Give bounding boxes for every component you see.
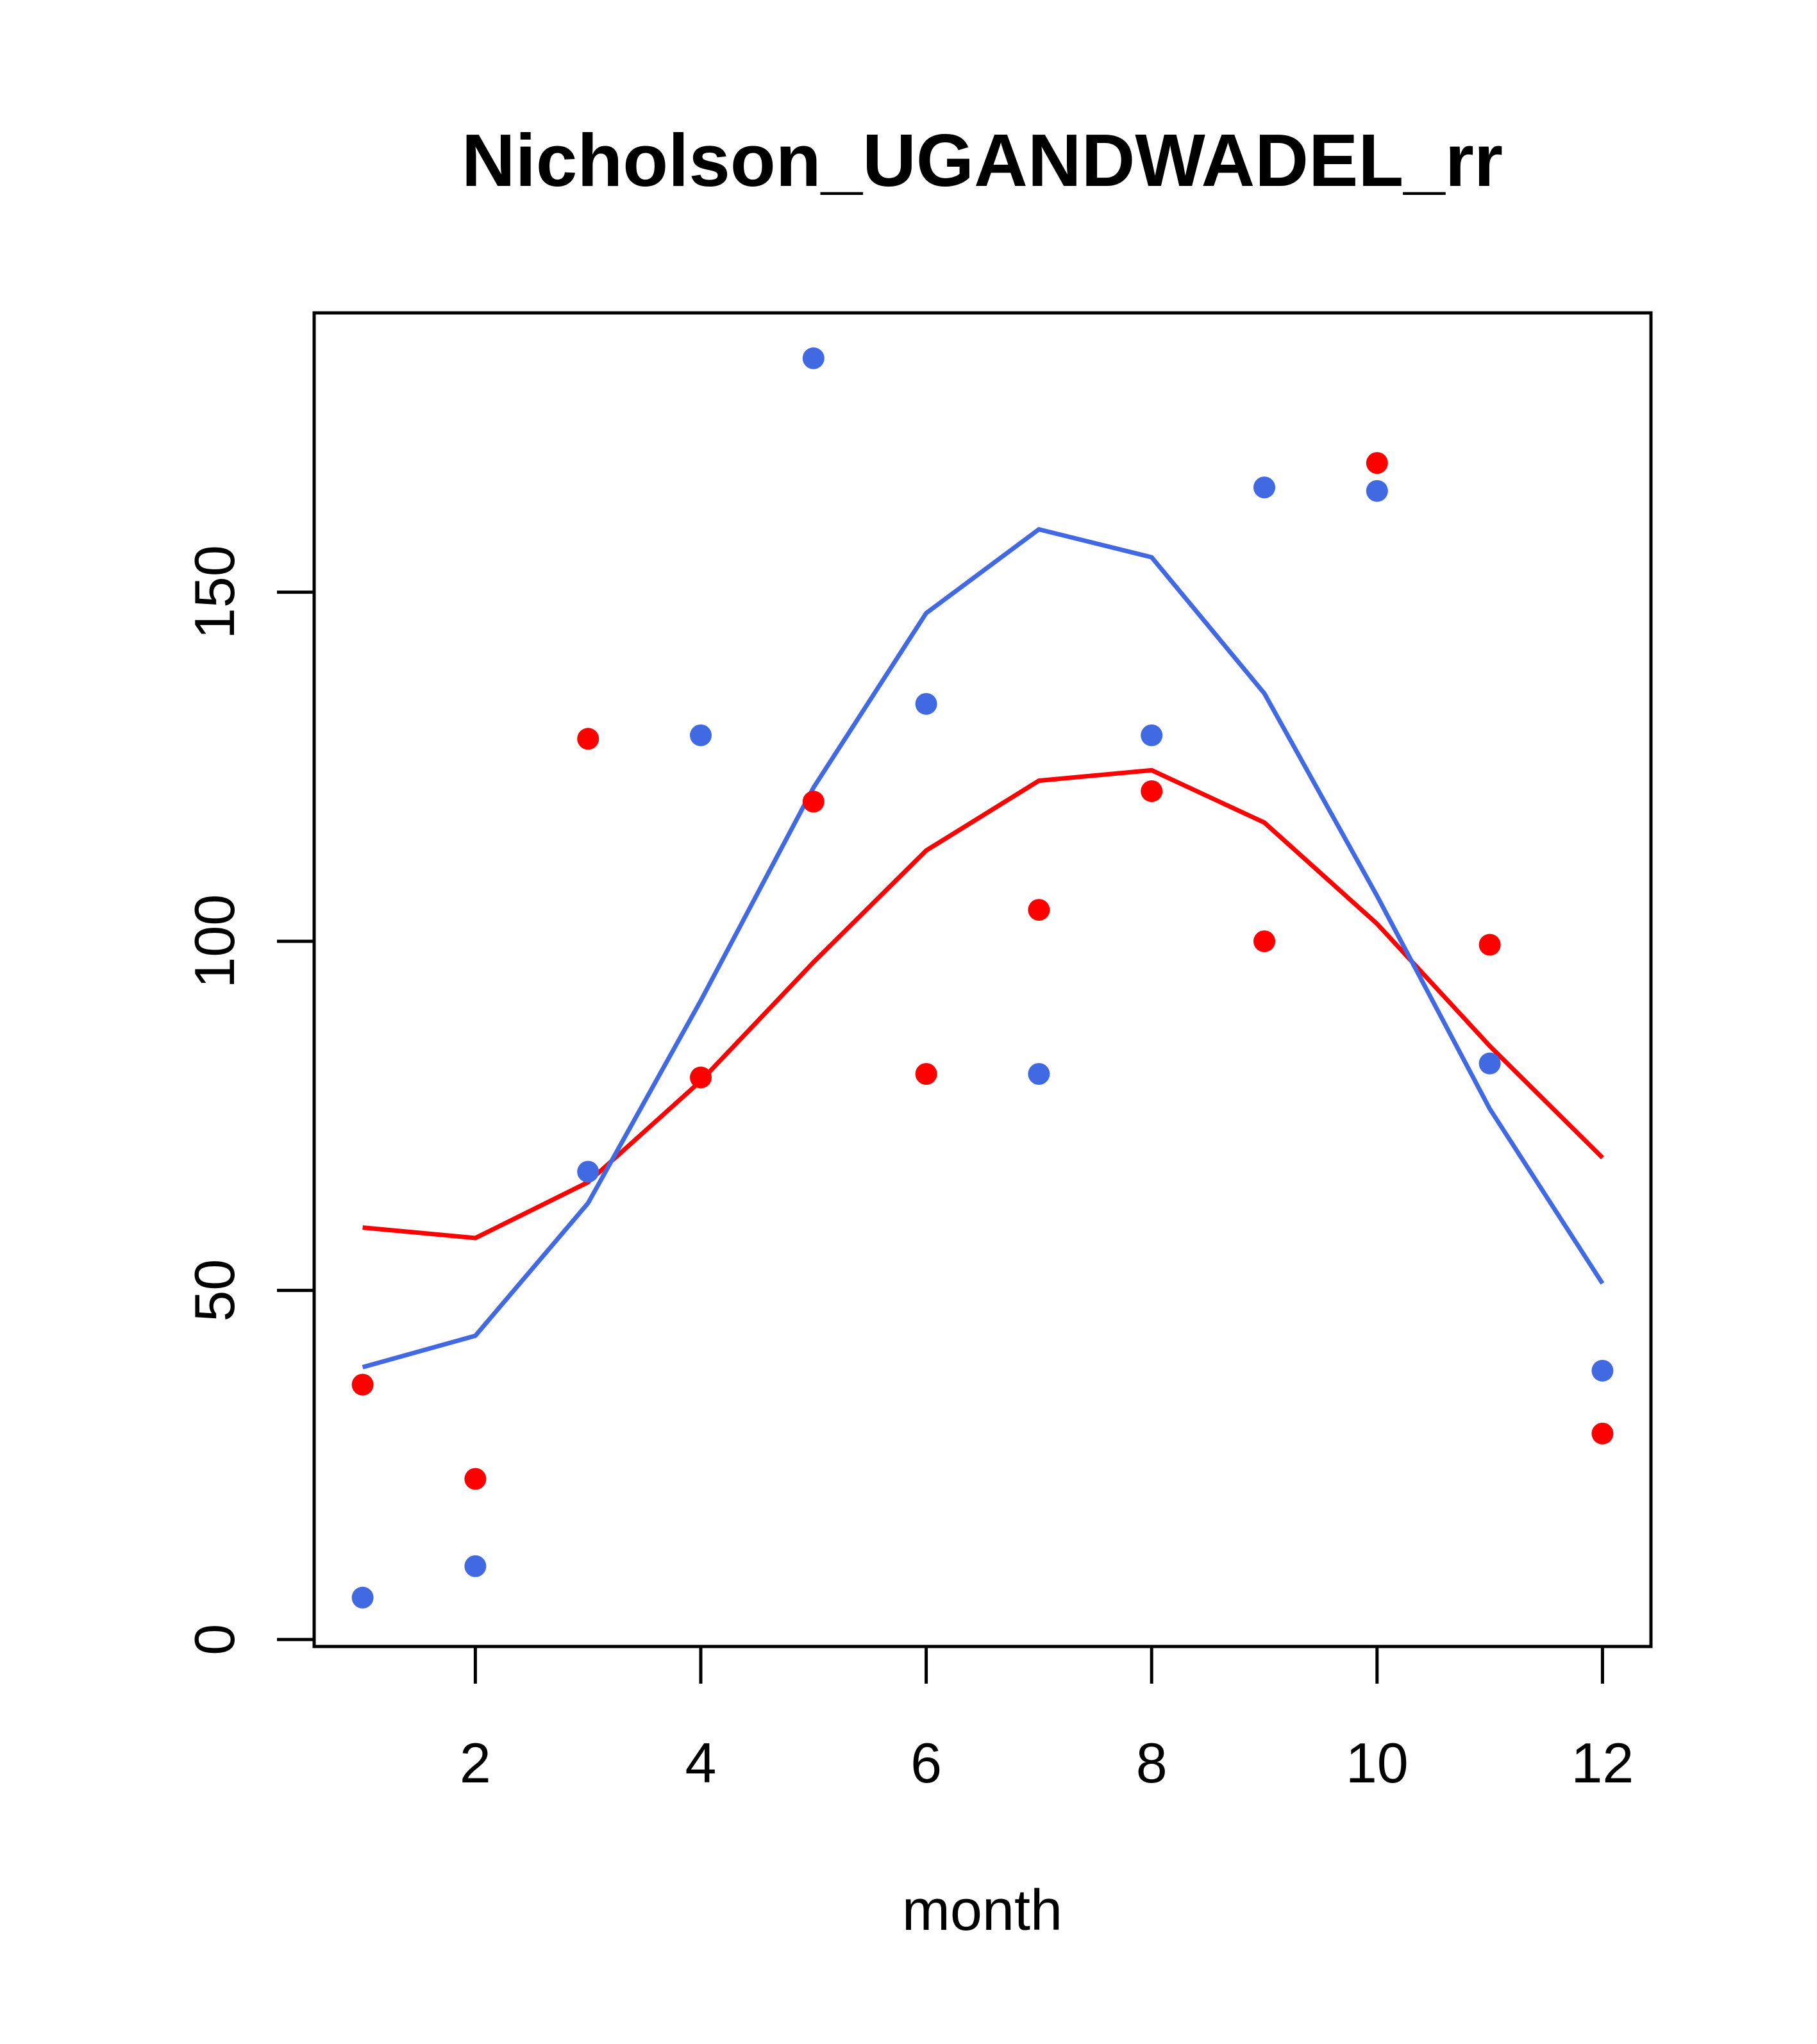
series-1-point [577,1160,599,1183]
plot-frame [312,311,1653,1648]
series-3-line [362,527,1605,1370]
series-1-point [1028,1063,1050,1085]
x-tick-label: 10 [1346,1731,1409,1795]
series-0-point [1591,1422,1614,1445]
y-tick-label: 150 [183,545,246,639]
series-0-point [915,1063,937,1085]
series-1-point [689,724,712,746]
series-0-point [1141,780,1163,802]
y-tick-label: 0 [183,1624,246,1655]
series-0-point [1366,452,1388,474]
series-1-point [1591,1359,1614,1382]
series-0-point [1478,934,1501,956]
series-0-point [1253,930,1276,953]
axes: 2 4 6 8 10 12 0 50 100 150 [183,311,1653,1795]
x-tick-label: 4 [685,1731,717,1795]
series-1-point [915,692,937,715]
series-0-point [689,1066,712,1089]
series-0-point [1028,899,1050,921]
series-0-point [802,791,825,813]
series-1-point [1141,724,1163,746]
y-tick-label: 50 [183,1259,246,1322]
series-1-point [464,1555,487,1577]
chart-title: Nicholson_UGANDWADEL_rr [462,119,1503,202]
series-0-point [577,728,599,750]
series-1-point [1253,476,1276,499]
series-1-point [802,347,825,369]
plot-area [351,347,1614,1609]
x-axis-title: month [902,1879,1062,1943]
x-tick-label: 6 [910,1731,942,1795]
series-1-point [1366,480,1388,502]
x-tick-label: 2 [460,1731,491,1795]
series-1-point [351,1586,374,1609]
series-0-point [351,1373,374,1396]
series-2-line [362,767,1604,1241]
series-1-point [1478,1052,1501,1075]
x-tick-label: 12 [1571,1731,1634,1795]
y-tick-label: 100 [183,894,246,989]
series-0-point [464,1468,487,1490]
x-tick-label: 8 [1136,1731,1168,1795]
